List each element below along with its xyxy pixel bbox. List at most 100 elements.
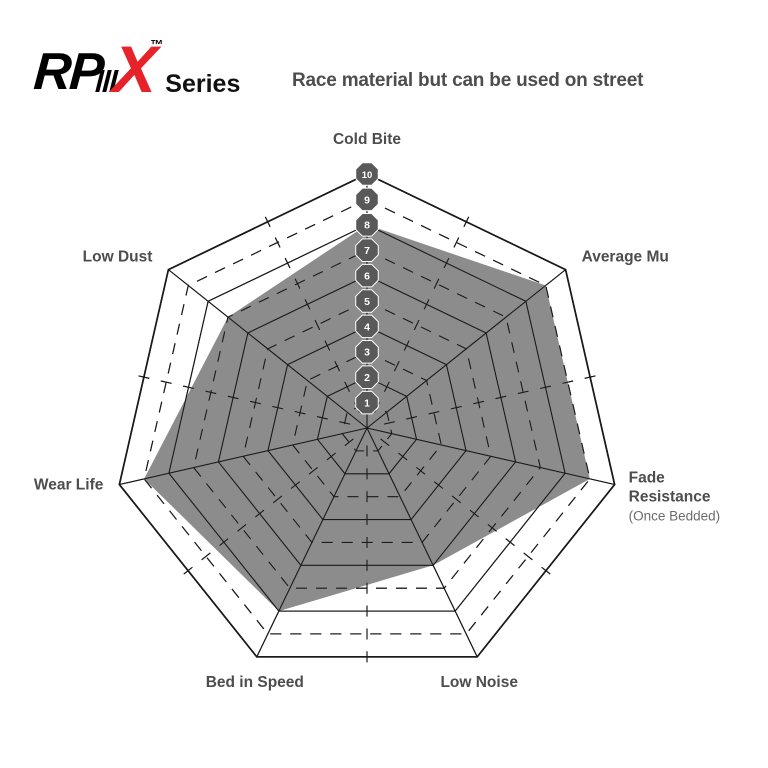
axis-label-low-noise: Low Noise [440,674,518,691]
axis-spoke-1 [366,269,566,429]
tick-mark [383,381,390,392]
logo-series-text: Series [165,70,241,98]
tick-mark [290,481,301,489]
scale-badge-2: 2 [355,365,379,389]
tick-mark [539,385,551,390]
tick-mark [450,405,462,410]
tick-mark [469,509,479,518]
tick-mark [183,385,195,390]
axis-label-text: Low Dust [83,249,153,266]
tick-mark [219,538,229,547]
tick-mark [406,416,418,420]
scale-badge-label: 6 [364,271,370,283]
scale-badge-label: 4 [364,321,370,333]
scale-badge-label: 8 [364,220,370,232]
tick-mark [453,237,460,248]
scale-badge-5: 5 [355,289,379,313]
tick-mark [294,410,306,415]
tick-mark [413,319,420,331]
axis-spoke-2 [366,427,615,486]
radar-tick-marks-over [138,216,596,663]
tick-mark [443,257,450,269]
tick-mark [344,438,354,447]
scale-badge-label: 7 [364,245,370,257]
axis-label-cold-bite: Cold Bite [333,131,401,148]
tick-mark [487,524,497,532]
tick-mark [316,416,328,420]
tick-mark [451,495,462,504]
tick-mark [183,566,193,575]
radar-axis-spokes-over [119,174,615,658]
grid-ring-3 [292,351,442,498]
scale-badge-1: 1 [355,390,379,415]
tick-mark [416,466,426,475]
tick-mark [314,319,321,331]
scale-badge-8: 8 [355,213,379,237]
tick-mark [294,278,301,289]
axis-spoke-5 [119,427,368,486]
axis-label-text: Bed in Speed [206,674,304,691]
tick-mark [473,400,485,405]
tick-mark [463,216,470,228]
axis-label-text: Average Mu [582,249,669,266]
tick-mark [255,509,265,518]
tick-mark [304,299,311,310]
tick-mark [227,395,239,400]
tick-mark [433,278,440,289]
tick-mark [428,410,440,415]
scale-badge-4: 4 [355,314,379,339]
axis-spoke-4 [256,427,368,658]
tick-mark [324,340,331,351]
tick-mark [205,390,217,395]
axis-sublabel: (Once Bedded) [629,509,721,524]
tick-mark [334,360,341,372]
scale-badge-10: 10 [355,162,379,186]
axis-spoke-3 [366,427,478,658]
tick-mark [284,257,291,269]
page-tagline: Race material but can be used on street [292,70,644,91]
scale-badge-label: 10 [362,170,373,181]
tick-mark [541,566,551,575]
tick-mark [423,299,430,310]
axis-label-fade-resistance: Fade Resistance (Once Bedded) [629,470,721,524]
axis-label-text: Low Noise [440,674,518,691]
tick-mark [138,375,150,379]
logo-x-text: X [111,32,157,106]
tick-mark [584,375,596,379]
tick-mark [308,466,318,475]
axis-label-line: Fade [629,470,666,487]
tick-mark [274,237,281,248]
tick-mark [272,495,283,504]
scale-badge-label: 3 [364,347,370,359]
scale-badge-label: 2 [364,372,370,384]
tick-mark [495,395,507,400]
tick-mark [264,216,271,228]
tick-mark [380,438,390,447]
axis-label-text: Wear Life [34,477,104,494]
axis-label-line: Resistance [629,489,711,506]
tick-mark [398,452,408,461]
axis-label-wear-life: Wear Life [34,477,104,494]
radar-chart: 1 2 3 4 5 6 7 8 9 10 Cold Bite Average Mu Fade Resis… [0,108,768,768]
radar-axis-labels: Cold Bite Average Mu Fade Resistance (Once B… [34,131,720,691]
axis-label-bed-in-speed: Bed in Speed [206,674,304,691]
rpx-logo: RP X ™ Series [31,32,241,106]
tick-mark [517,390,529,395]
radar-scale-badges: 1 2 3 4 5 6 7 8 9 10 [355,162,379,415]
tick-mark [326,452,336,461]
page-header: RP X ™ Series Race material but can be u… [0,0,768,118]
trademark-symbol: ™ [150,37,164,52]
tick-mark [523,552,533,561]
tick-mark [344,381,351,392]
tick-mark [272,405,284,410]
scale-badge-label: 1 [364,398,370,410]
tick-mark [433,481,444,489]
axis-spoke-6 [168,269,368,429]
tick-mark [403,340,410,351]
tick-mark [237,524,247,532]
tick-mark [201,552,211,561]
logo-rp-text: RP [31,43,105,101]
grid-ring-1 [341,401,393,452]
tick-mark [505,538,515,547]
